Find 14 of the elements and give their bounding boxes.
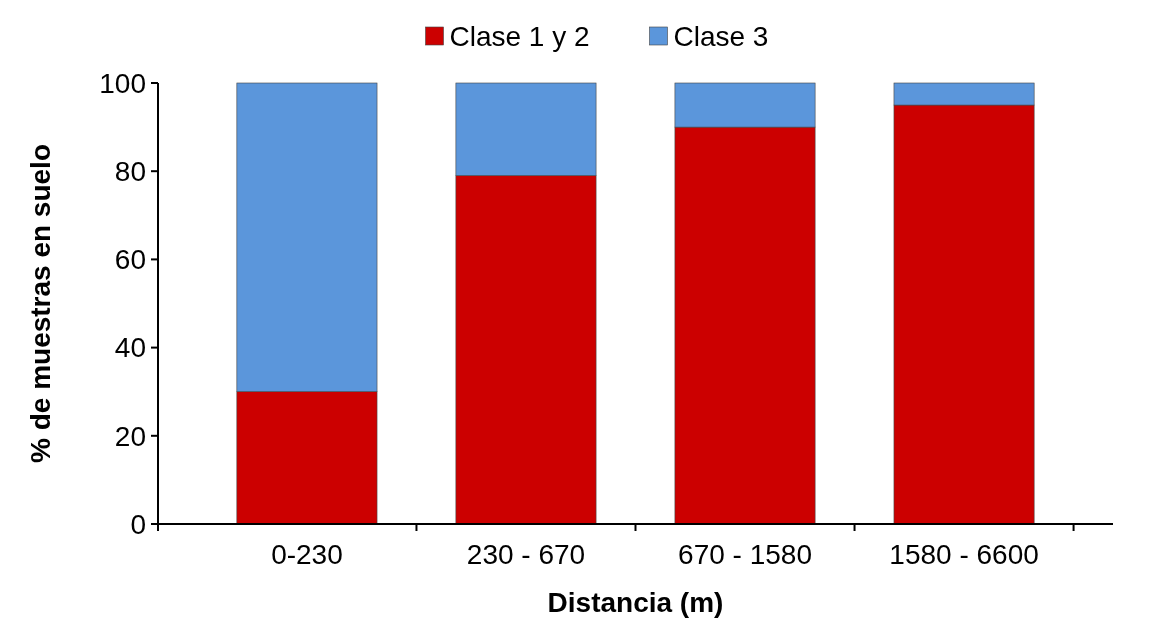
x-tick-label: 230 - 670: [466, 539, 586, 570]
y-tick-label: 40: [114, 332, 146, 364]
y-tick-label: 80: [114, 156, 146, 187]
y-tick-label: 0: [130, 508, 146, 540]
x-axis-title: Distancia (m): [547, 587, 724, 618]
legend-label: Clase 3: [673, 20, 769, 52]
y-tick-label: 100: [99, 67, 146, 99]
x-tick-label: 0-230: [271, 539, 343, 570]
y-tick-label: 60: [114, 244, 146, 276]
y-axis-title: % de muestras en suelo: [25, 143, 56, 464]
y-tick-label: 20: [114, 420, 146, 452]
x-tick-label: 1580 - 6600: [889, 539, 1039, 570]
legend-label: Clase 1 y 2: [449, 20, 590, 52]
x-tick-label: 670 - 1580: [678, 539, 812, 570]
